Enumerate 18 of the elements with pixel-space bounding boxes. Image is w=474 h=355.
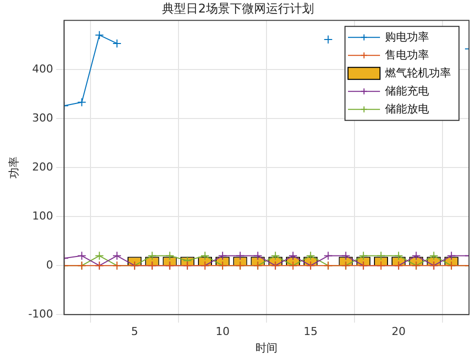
y-tick-label: 0 bbox=[46, 258, 54, 272]
legend-label: 购电功率 bbox=[385, 30, 429, 44]
y-tick-label: 100 bbox=[32, 209, 54, 222]
y-tick-label: 400 bbox=[32, 62, 54, 76]
x-tick-label: 20 bbox=[392, 325, 406, 338]
legend-label: 燃气轮机功率 bbox=[385, 66, 451, 80]
y-tick-label: 300 bbox=[32, 111, 54, 124]
legend-label: 售电功率 bbox=[385, 48, 429, 62]
y-axis-title: 功率 bbox=[7, 156, 20, 178]
legend-label: 储能充电 bbox=[385, 84, 429, 98]
x-axis-title: 时间 bbox=[256, 341, 278, 354]
y-tick-label: 200 bbox=[32, 160, 54, 174]
x-tick-label: 5 bbox=[131, 325, 138, 338]
chart-title: 典型日2场景下微网运行计划 bbox=[162, 1, 314, 16]
legend-label: 储能放电 bbox=[385, 102, 429, 116]
y-tick-label: -100 bbox=[28, 307, 54, 320]
x-tick-label: 15 bbox=[304, 325, 318, 338]
x-tick-label: 10 bbox=[216, 325, 230, 338]
